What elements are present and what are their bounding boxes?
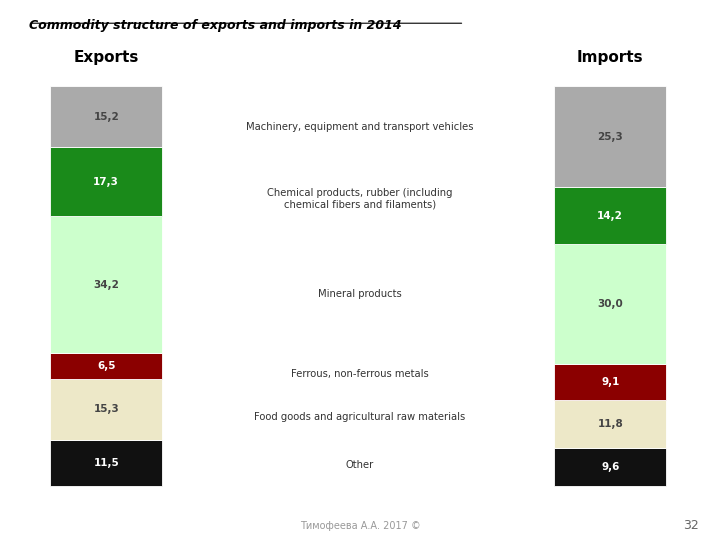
Bar xyxy=(554,86,666,187)
Bar xyxy=(50,353,162,379)
Text: 34,2: 34,2 xyxy=(94,280,119,289)
Text: 9,1: 9,1 xyxy=(601,377,619,387)
Text: Other: Other xyxy=(346,460,374,470)
Text: 11,8: 11,8 xyxy=(598,419,623,429)
Text: 15,3: 15,3 xyxy=(94,404,119,415)
Text: Ferrous, non-ferrous metals: Ferrous, non-ferrous metals xyxy=(291,369,429,379)
Text: Exports: Exports xyxy=(73,50,139,65)
Text: 6,5: 6,5 xyxy=(97,361,115,371)
Text: Chemical products, rubber (including
chemical fibers and filaments): Chemical products, rubber (including che… xyxy=(267,187,453,210)
Text: Imports: Imports xyxy=(577,50,644,65)
Text: 14,2: 14,2 xyxy=(598,211,623,221)
Bar xyxy=(554,244,666,364)
Text: Commodity structure of exports and imports in 2014: Commodity structure of exports and impor… xyxy=(29,19,402,32)
Text: Тимофеева А.А. 2017 ©: Тимофеева А.А. 2017 © xyxy=(300,521,420,531)
Text: 11,5: 11,5 xyxy=(94,458,119,468)
Bar xyxy=(50,379,162,440)
Text: Mineral products: Mineral products xyxy=(318,289,402,299)
Text: 9,6: 9,6 xyxy=(601,462,619,472)
Text: Machinery, equipment and transport vehicles: Machinery, equipment and transport vehic… xyxy=(246,122,474,132)
Bar xyxy=(50,86,162,147)
Bar xyxy=(50,440,162,486)
Bar xyxy=(554,448,666,486)
Text: Food goods and agricultural raw materials: Food goods and agricultural raw material… xyxy=(254,412,466,422)
Text: 15,2: 15,2 xyxy=(94,112,119,122)
Bar xyxy=(554,187,666,244)
Text: 30,0: 30,0 xyxy=(598,299,623,309)
Text: 25,3: 25,3 xyxy=(598,132,623,142)
Text: 32: 32 xyxy=(683,519,698,532)
Text: 17,3: 17,3 xyxy=(94,177,119,187)
Bar xyxy=(50,216,162,353)
Bar xyxy=(554,364,666,401)
Bar xyxy=(554,401,666,448)
Bar xyxy=(50,147,162,216)
